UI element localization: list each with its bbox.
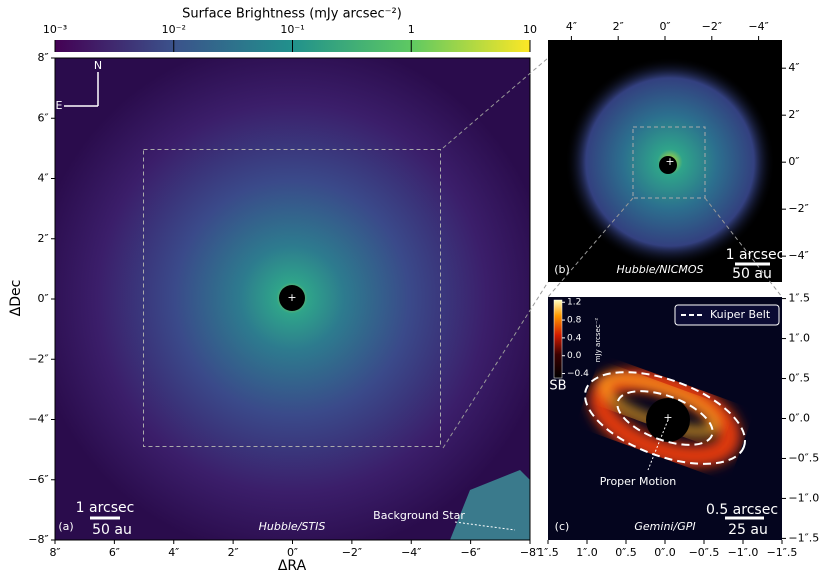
y-tick-label: 2″: [788, 108, 799, 121]
colorbar-tick-label: 1.2: [567, 298, 581, 308]
y-tick-label: 6″: [37, 111, 48, 124]
x-tick-label: 8″: [49, 546, 60, 559]
annotation: Background Star: [373, 509, 465, 522]
x-tick-label: 2″: [613, 20, 624, 33]
x-tick-label: 2″: [228, 546, 239, 559]
colorbar-tick-label: −0.4: [567, 369, 589, 379]
x-tick-label: −1″.0: [728, 546, 759, 559]
y-tick-label: −6″: [28, 473, 48, 486]
y-tick-label: 1″.0: [788, 332, 810, 345]
kuiper-belt: [584, 371, 746, 465]
y-tick-label: −2″: [28, 352, 48, 365]
panel-label: (b): [554, 263, 570, 276]
star-marker: +: [665, 155, 674, 168]
zoom-line: [442, 281, 549, 449]
y-tick-label: −0″.5: [788, 451, 819, 464]
colorbar-tick-label: 0.8: [567, 316, 582, 326]
colorbar-tick-label: 10⁻³: [43, 23, 67, 36]
y-tick-label: 1″.5: [788, 292, 810, 305]
mask: [279, 285, 305, 311]
scale-au: 50 au: [92, 522, 132, 538]
y-tick-label: 4″: [37, 172, 48, 185]
y-tick-label: 0″: [37, 292, 48, 305]
x-tick-label: 0″.0: [654, 546, 676, 559]
inset-colorbar: [553, 299, 563, 379]
y-tick-label: 2″: [37, 232, 48, 245]
compass-e: E: [56, 99, 63, 112]
panel-label: (a): [58, 520, 73, 533]
y-tick-label: 8″: [37, 51, 48, 64]
background-star: [450, 470, 530, 540]
x-tick-label: −6″: [460, 546, 480, 559]
arrow: [647, 419, 669, 471]
colorbar-tick-label: 1: [408, 23, 415, 36]
colorbar-tick-label: 10⁻¹: [280, 23, 304, 36]
instrument: Hubble/STIS: [259, 520, 326, 533]
x-tick-label: 6″: [109, 546, 120, 559]
zoom-line: [442, 57, 549, 149]
y-tick-label: −8″: [28, 533, 48, 546]
y-tick-label: 0″: [788, 155, 799, 168]
y-tick-label: −1″.5: [788, 531, 819, 544]
compass: [64, 72, 99, 107]
x-tick-label: −2″: [342, 546, 362, 559]
x-tick-label: −4″: [401, 546, 421, 559]
y-tick-label: −4″: [788, 249, 808, 262]
x-tick-label: 0″: [659, 20, 670, 33]
colorbar-tick-label: 10⁻²: [162, 23, 186, 36]
scale-arcsec: 0.5 arcsec: [706, 502, 778, 518]
legend-label: Kuiper Belt: [710, 308, 771, 321]
scale-au: 50 au: [732, 266, 772, 282]
x-tick-label: −2″: [702, 20, 722, 33]
colorbar-title: Surface Brightness (mJy arcsec⁻²): [182, 7, 402, 22]
x-tick-label: 4″: [168, 546, 179, 559]
x-tick-label: 0″.5: [615, 546, 637, 559]
y-tick-label: 4″: [788, 61, 799, 74]
annotation-text: Background Star: [373, 509, 465, 522]
scale-au: 25 au: [728, 522, 768, 538]
x-tick-label: −1″.5: [767, 546, 798, 559]
x-label: ΔRA: [278, 558, 307, 574]
colorbar-label: SB: [549, 379, 566, 394]
colorbar-tick-label: 0.4: [567, 333, 582, 343]
y-tick-label: 0″.5: [788, 372, 810, 385]
annotation: Proper Motion: [600, 475, 677, 488]
x-tick-label: 1″.5: [537, 546, 559, 559]
x-tick-label: 1″.0: [576, 546, 598, 559]
star-marker: +: [663, 411, 672, 424]
mask: [659, 156, 677, 174]
instrument: Gemini/GPI: [634, 520, 695, 533]
x-tick-label: −8″: [520, 546, 540, 559]
instrument: Hubble/NICMOS: [616, 263, 703, 276]
zoom-box: [632, 126, 706, 199]
y-tick-label: −1″.0: [788, 491, 819, 504]
panel-label: (c): [555, 520, 570, 533]
x-tick-label: 0″: [287, 546, 298, 559]
scale-arcsec: 1 arcsec: [726, 247, 785, 263]
y-tick-label: −2″: [788, 202, 808, 215]
colorbar-tick-label: 0.0: [567, 351, 582, 361]
zoom-line: [547, 197, 634, 298]
kuiper-belt: [616, 390, 714, 446]
y-label: ΔDec: [8, 280, 24, 317]
scale-arcsec: 1 arcsec: [76, 500, 135, 516]
compass-n: N: [94, 59, 102, 72]
colorbar-unit: mJy arcsec⁻²: [594, 318, 602, 363]
x-tick-label: −0″.5: [689, 546, 720, 559]
x-tick-label: 4″: [566, 20, 577, 33]
x-tick-label: −4″: [748, 20, 768, 33]
star-marker: +: [287, 291, 296, 304]
colorbar-tick-label: 10: [523, 23, 537, 36]
legend: [674, 304, 780, 326]
zoom-box: [143, 149, 441, 447]
y-tick-label: 0″.0: [788, 412, 810, 425]
y-tick-label: −4″: [28, 413, 48, 426]
